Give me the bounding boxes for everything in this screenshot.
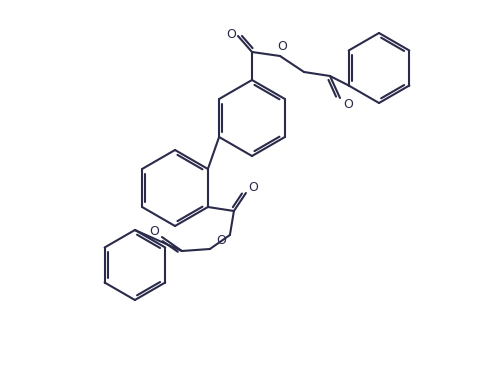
- Text: O: O: [226, 27, 236, 41]
- Text: O: O: [216, 233, 226, 247]
- Text: O: O: [149, 224, 159, 238]
- Text: O: O: [277, 41, 287, 53]
- Text: O: O: [343, 99, 353, 112]
- Text: O: O: [248, 180, 258, 194]
